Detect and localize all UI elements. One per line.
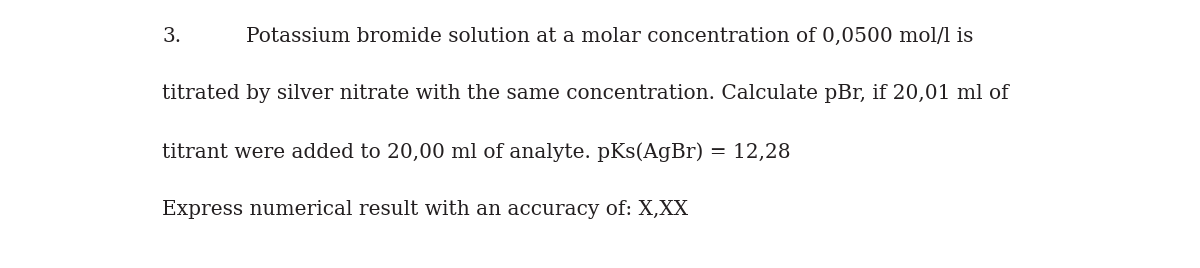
- Text: titrant were added to 20,00 ml of analyte. pKs(AgBr) = 12,28: titrant were added to 20,00 ml of analyt…: [162, 142, 791, 162]
- Text: titrated by silver nitrate with the same concentration. Calculate pBr, if 20,01 : titrated by silver nitrate with the same…: [162, 84, 1009, 103]
- Text: Potassium bromide solution at a molar concentration of 0,0500 mol/l is: Potassium bromide solution at a molar co…: [246, 27, 973, 46]
- Text: 3.: 3.: [162, 27, 181, 46]
- Text: Express numerical result with an accuracy of: X,XX: Express numerical result with an accurac…: [162, 200, 688, 219]
